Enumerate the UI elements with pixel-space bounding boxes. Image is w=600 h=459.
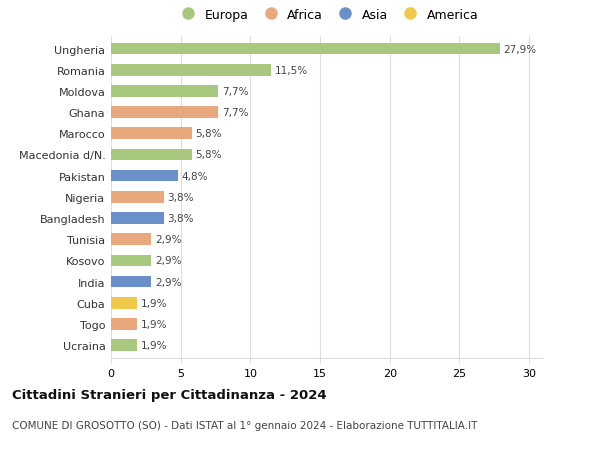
Text: 4,8%: 4,8%	[181, 171, 208, 181]
Bar	[111, 234, 151, 246]
Bar	[111, 340, 137, 351]
Bar	[111, 107, 218, 118]
Bar	[111, 276, 151, 288]
Bar	[111, 319, 137, 330]
Text: 1,9%: 1,9%	[141, 319, 167, 329]
Bar	[111, 297, 137, 309]
Text: 27,9%: 27,9%	[503, 45, 536, 55]
Text: 5,8%: 5,8%	[196, 150, 222, 160]
Text: 11,5%: 11,5%	[275, 66, 308, 76]
Bar	[111, 213, 164, 224]
Text: 2,9%: 2,9%	[155, 277, 181, 287]
Text: 5,8%: 5,8%	[196, 129, 222, 139]
Bar	[111, 65, 271, 76]
Text: 2,9%: 2,9%	[155, 256, 181, 266]
Text: Cittadini Stranieri per Cittadinanza - 2024: Cittadini Stranieri per Cittadinanza - 2…	[12, 388, 326, 401]
Text: 3,8%: 3,8%	[167, 213, 194, 224]
Legend: Europa, Africa, Asia, America: Europa, Africa, Asia, America	[173, 6, 481, 24]
Text: 1,9%: 1,9%	[141, 340, 167, 350]
Text: 7,7%: 7,7%	[222, 87, 248, 97]
Text: 1,9%: 1,9%	[141, 298, 167, 308]
Bar	[111, 128, 192, 140]
Bar	[111, 149, 192, 161]
Bar	[111, 44, 500, 55]
Text: 3,8%: 3,8%	[167, 192, 194, 202]
Text: COMUNE DI GROSOTTO (SO) - Dati ISTAT al 1° gennaio 2024 - Elaborazione TUTTITALI: COMUNE DI GROSOTTO (SO) - Dati ISTAT al …	[12, 420, 478, 430]
Bar	[111, 191, 164, 203]
Bar	[111, 170, 178, 182]
Bar	[111, 255, 151, 267]
Bar	[111, 86, 218, 97]
Text: 7,7%: 7,7%	[222, 108, 248, 118]
Text: 2,9%: 2,9%	[155, 235, 181, 245]
